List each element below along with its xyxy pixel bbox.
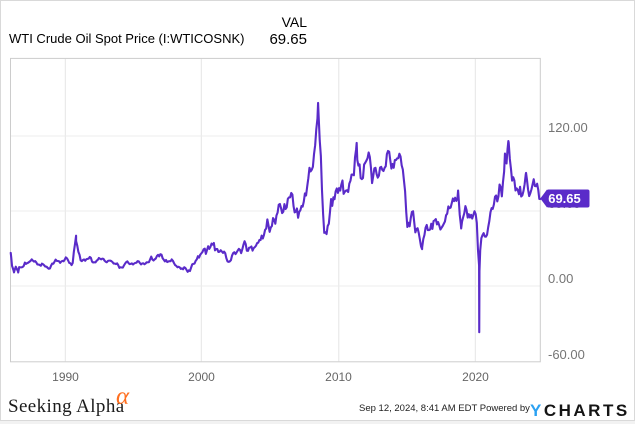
svg-text:69.65: 69.65 [548, 191, 581, 206]
